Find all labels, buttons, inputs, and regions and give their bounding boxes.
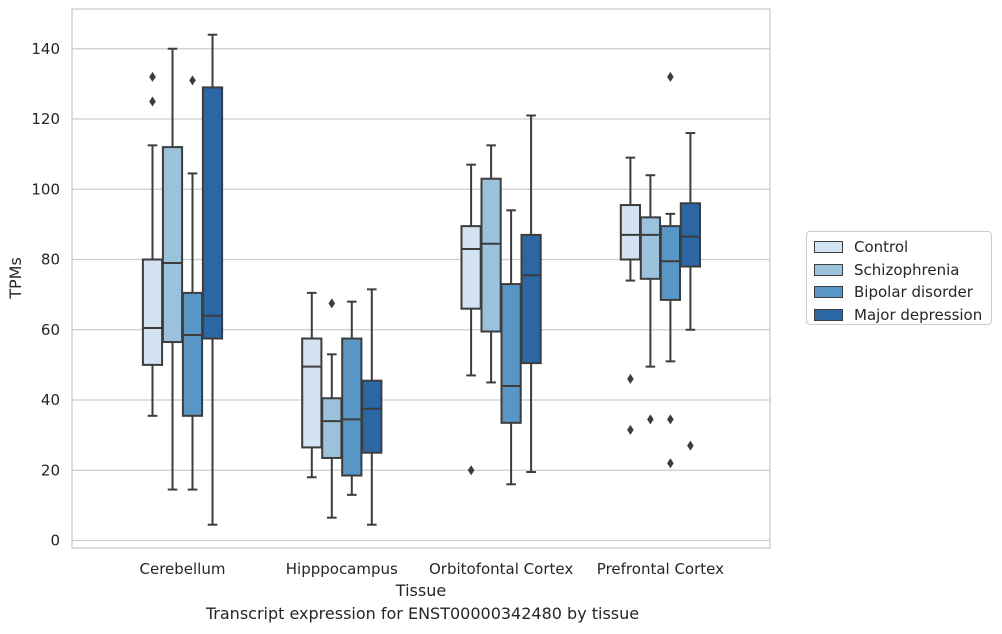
outlier-point [667, 458, 674, 469]
legend-swatch-bipolar-disorder [814, 286, 843, 299]
box-plot [301, 291, 323, 479]
x-axis-label: Tissue [395, 581, 446, 600]
box-plot [659, 71, 681, 469]
y-tick-label: 60 [41, 321, 60, 339]
legend-label-control: Control [854, 238, 909, 257]
box [520, 233, 542, 365]
legend-item-major-depression: Major depression [814, 304, 991, 327]
y-tick-label: 40 [41, 391, 60, 409]
outlier-point [149, 96, 156, 107]
box-plot [341, 300, 363, 496]
legend-label-schizophrenia: Schizophrenia [854, 260, 960, 279]
box [460, 225, 482, 310]
y-tick-label: 80 [41, 251, 60, 269]
y-tick-label: 20 [41, 461, 60, 479]
box-plot [679, 132, 701, 451]
box [639, 216, 661, 280]
y-tick-label: 120 [31, 110, 60, 128]
box [161, 146, 184, 344]
box-plot [460, 163, 482, 476]
legend-item-control: Control [814, 236, 991, 259]
outlier-point [467, 465, 475, 476]
box [619, 204, 641, 261]
box-plot [520, 114, 542, 474]
box-plot [141, 71, 164, 417]
outlier-point [667, 414, 674, 425]
chart-caption: Transcript expression for ENST0000034248… [205, 604, 640, 623]
box [341, 337, 363, 477]
legend-label-major-depression: Major depression [854, 305, 983, 324]
box-plot [201, 33, 224, 526]
y-axis-label: TPMs [6, 257, 25, 300]
box-plot [480, 144, 502, 384]
box-plot [361, 288, 383, 526]
outlier-point [627, 424, 634, 435]
box [500, 283, 522, 424]
legend-swatch-major-depression [814, 308, 843, 321]
box [480, 177, 502, 333]
box-plot [639, 174, 661, 425]
outlier-point [328, 298, 336, 309]
y-tick-label: 140 [31, 40, 60, 58]
x-tick-label: Hipppocampus [286, 560, 398, 578]
box-plot [321, 298, 343, 519]
box [301, 337, 323, 449]
legend-item-schizophrenia: Schizophrenia [814, 259, 991, 282]
box-plot [181, 75, 204, 491]
outlier-point [149, 71, 156, 82]
y-tick-label: 100 [31, 180, 60, 198]
box [141, 258, 164, 366]
outlier-point [627, 373, 634, 384]
legend-swatch-control [814, 241, 843, 254]
box-plot [161, 47, 184, 491]
x-tick-label: Cerebellum [140, 560, 226, 578]
legend-item-bipolar-disorder: Bipolar disorder [814, 281, 991, 304]
box [181, 291, 204, 417]
x-tick-labels: Cerebellum Hipppocampus Orbitofontal Corte… [140, 560, 725, 578]
y-tick-label: 0 [50, 532, 60, 550]
legend: Control Schizophrenia Bipolar disorder M… [806, 231, 992, 325]
box-plots [141, 33, 701, 526]
outlier-point [667, 71, 674, 82]
box-plot [619, 156, 641, 435]
box [361, 379, 383, 454]
x-tick-label: Prefrontal Cortex [597, 560, 724, 578]
box-plot [500, 209, 522, 486]
legend-swatch-schizophrenia [814, 263, 843, 276]
y-tick-labels: 0 20 40 60 80 100 120 140 [31, 40, 60, 550]
box [321, 397, 343, 459]
box [659, 225, 681, 301]
outlier-point [189, 75, 196, 86]
box [201, 86, 224, 340]
outlier-point [647, 414, 654, 425]
plot-frame [71, 8, 771, 549]
outlier-point [687, 440, 694, 451]
box [679, 202, 701, 268]
legend-label-bipolar-disorder: Bipolar disorder [854, 283, 973, 302]
x-tick-label: Orbitofontal Cortex [429, 560, 573, 578]
